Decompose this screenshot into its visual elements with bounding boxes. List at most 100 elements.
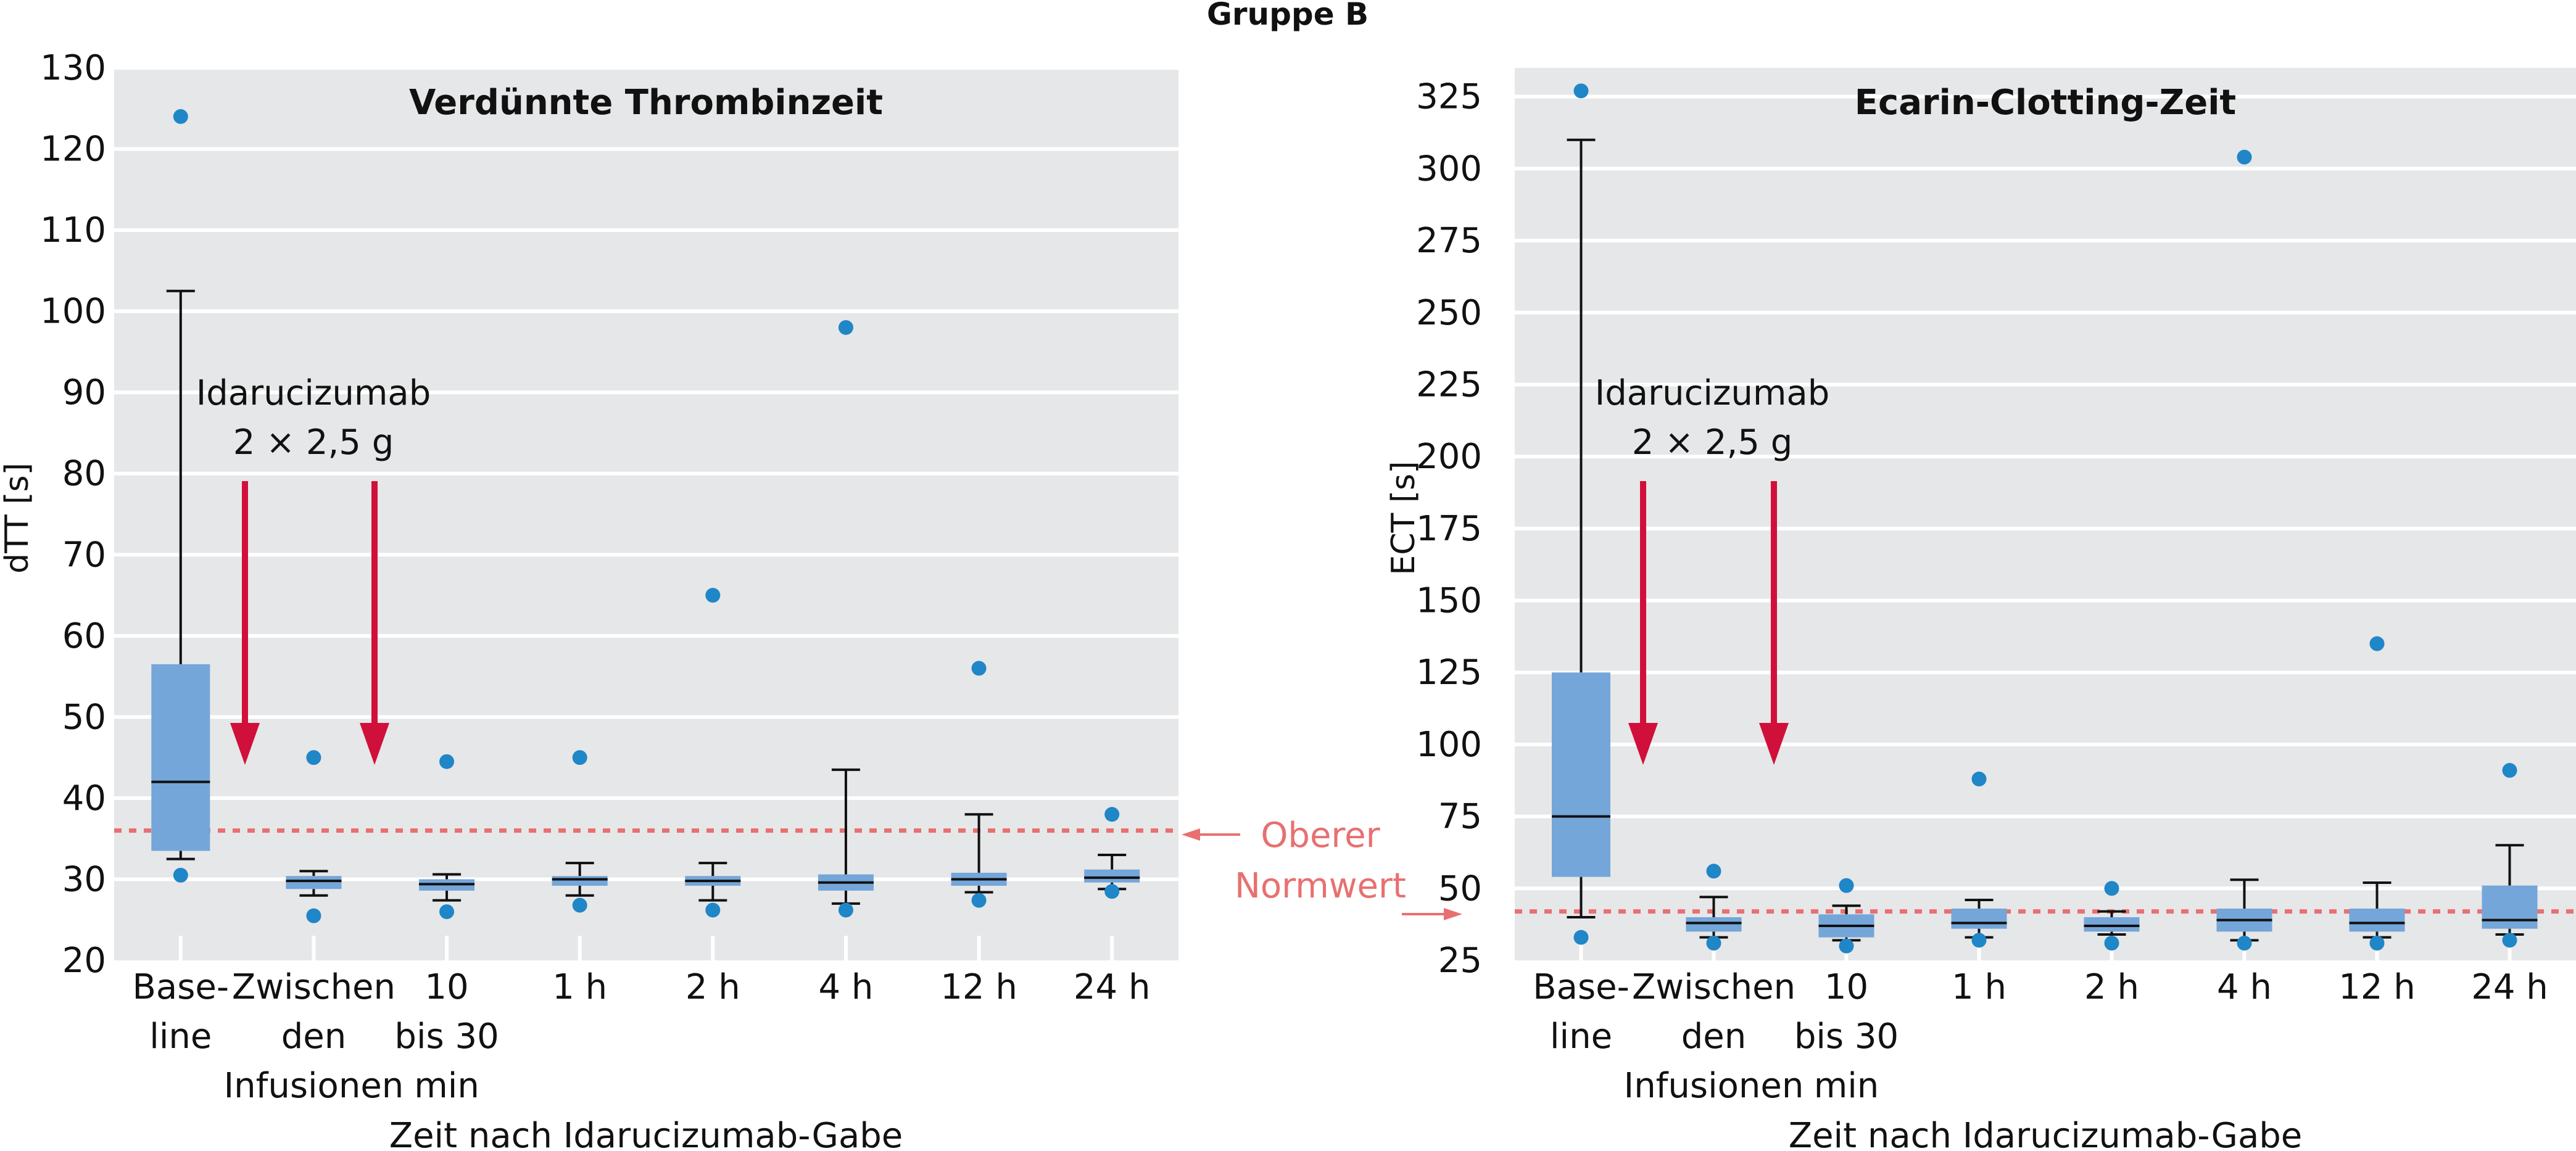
y-tick-label: 175 — [1416, 509, 1482, 549]
y-tick-label: 60 — [62, 616, 106, 656]
box-1 — [1686, 864, 1742, 951]
reference-label: Oberer Normwert — [1182, 815, 1462, 920]
dose-arrow-2 — [1759, 481, 1789, 765]
y-tick-label: 325 — [1416, 77, 1482, 117]
outlier-point — [2502, 762, 2517, 778]
box-iqr — [2349, 908, 2405, 932]
y-tick-label: 125 — [1416, 653, 1482, 693]
outlier-point — [2237, 149, 2252, 165]
y-tick-label: 110 — [40, 210, 106, 250]
x-category-label: min — [414, 1066, 479, 1106]
x-category-label: line — [1550, 1017, 1612, 1057]
annotation-line-2: 2 × 2,5 g — [233, 423, 394, 463]
box-2 — [1818, 878, 1874, 954]
box-iqr — [1686, 917, 1742, 932]
reference-arrow-left-icon — [1182, 828, 1240, 841]
y-tick-label: 70 — [62, 535, 106, 575]
y-tick-label: 300 — [1416, 149, 1482, 189]
annotation-idarucizumab: Idarucizumab 2 × 2,5 g — [1595, 373, 1830, 765]
x-category-label: Infusionen — [224, 1066, 404, 1106]
x-category-label: 2 h — [2084, 967, 2139, 1007]
annotation-idarucizumab: Idarucizumab 2 × 2,5 g — [196, 373, 431, 765]
box-iqr — [552, 876, 608, 886]
outlier-point — [572, 897, 587, 913]
panel-dtt: 20 30 40 50 60 70 80 90 100 110 120 130 Base-line Zw… — [0, 48, 1178, 1151]
outlier-point — [1104, 884, 1120, 899]
outlier-point — [838, 320, 853, 335]
x-category-label: 12 h — [2338, 967, 2416, 1007]
x-category-label: den — [1681, 1017, 1747, 1057]
x-category-label: 24 h — [1074, 967, 1151, 1007]
outlier-point — [173, 109, 188, 124]
box-1 — [286, 750, 342, 923]
x-category-label: 4 h — [2217, 967, 2272, 1007]
annotation-line-1: Idarucizumab — [1595, 373, 1830, 413]
y-tick-label: 100 — [1416, 725, 1482, 765]
box-3 — [1951, 771, 2007, 948]
y-tick-label: 150 — [1416, 581, 1482, 621]
dose-arrow-1 — [1628, 481, 1658, 765]
gridlines — [114, 66, 1178, 960]
panel-title: Verdünnte Thrombinzeit — [409, 83, 883, 123]
reference-label-line-1: Oberer — [1261, 815, 1380, 856]
outlier-point — [2104, 935, 2119, 951]
box-2 — [419, 754, 475, 920]
box-0 — [1552, 83, 1610, 945]
y-tick-label: 80 — [62, 454, 106, 494]
x-category-labels: Base-line Zwischen den Infusionen 10 bis 30 mi… — [1533, 967, 2548, 1106]
x-category-label: 12 h — [940, 967, 1017, 1007]
outlier-point — [971, 661, 987, 676]
dose-arrow-1 — [230, 481, 260, 765]
gridlines — [1515, 94, 2576, 960]
plot-background — [114, 68, 1178, 960]
outlier-point — [1104, 807, 1120, 822]
outlier-point — [1706, 935, 1721, 951]
y-tick-label: 200 — [1416, 437, 1482, 477]
box-iqr — [151, 664, 210, 851]
box-7 — [2482, 762, 2538, 948]
y-tick-label: 120 — [40, 130, 106, 170]
box-iqr — [1552, 672, 1610, 877]
y-tick-label: 100 — [40, 292, 106, 332]
box-6 — [2349, 636, 2405, 951]
plot-background — [1515, 68, 2576, 960]
y-axis-label: dTT [s] — [0, 463, 36, 574]
x-category-label: 2 h — [685, 967, 740, 1007]
y-tick-label: 50 — [62, 697, 106, 737]
y-tick-label: 25 — [1438, 941, 1482, 981]
box-7 — [1084, 807, 1140, 899]
outlier-point — [306, 908, 321, 923]
y-tick-label: 225 — [1416, 365, 1482, 405]
outlier-point — [2369, 935, 2385, 951]
outlier-point — [1573, 930, 1589, 945]
outlier-point — [705, 588, 721, 603]
x-axis-label: Zeit nach Idarucizumab-Gabe — [1789, 1116, 2303, 1151]
x-category-label: 10 — [425, 967, 468, 1007]
box-iqr — [286, 876, 342, 889]
reference-arrow-right-icon — [1402, 908, 1462, 920]
y-tick-label: 75 — [1438, 797, 1482, 837]
outlier-point — [705, 902, 721, 918]
box-series — [151, 109, 1140, 923]
outlier-point — [1573, 83, 1589, 99]
box-3 — [552, 750, 608, 913]
outlier-point — [1839, 938, 1854, 954]
y-tick-label: 30 — [62, 859, 106, 899]
dose-arrow-2 — [360, 481, 389, 765]
outlier-point — [439, 904, 455, 920]
box-5 — [2216, 149, 2272, 951]
outlier-point — [1971, 771, 1987, 786]
x-category-label: den — [281, 1017, 347, 1057]
x-category-labels: Base-line Zwischen den Infusionen 10 bis 30 mi… — [133, 967, 1151, 1106]
outlier-point — [1706, 864, 1721, 879]
box-iqr — [1951, 908, 2007, 929]
x-category-label: 24 h — [2471, 967, 2548, 1007]
panel-title: Ecarin-Clotting-Zeit — [1855, 83, 2236, 123]
outlier-point — [306, 750, 321, 765]
y-tick-label: 130 — [40, 48, 106, 88]
outlier-point — [971, 893, 987, 908]
x-category-label: 4 h — [818, 967, 873, 1007]
y-axis-label: ECT [s] — [1385, 461, 1422, 575]
x-category-label: 10 — [1824, 967, 1868, 1007]
